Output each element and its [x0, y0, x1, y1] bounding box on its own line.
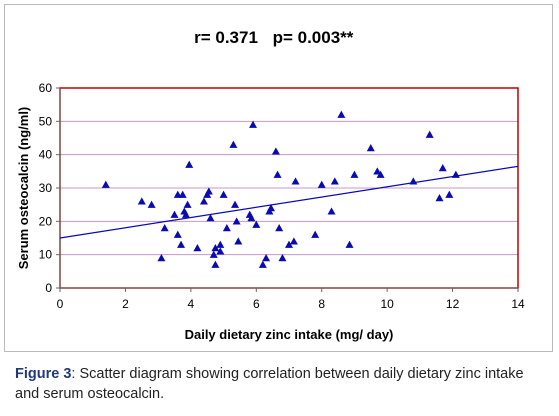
data-point — [435, 194, 444, 202]
data-point — [317, 180, 326, 188]
data-point — [275, 224, 284, 232]
y-axis-title: Serum osteocalcin (ng/ml) — [16, 107, 31, 270]
data-point — [216, 247, 225, 255]
data-point — [101, 180, 110, 188]
data-point — [231, 200, 240, 208]
data-point — [229, 140, 238, 148]
data-point — [178, 190, 187, 198]
x-tick-label: 12 — [446, 297, 460, 311]
y-tick-label: 10 — [39, 248, 53, 262]
data-point — [262, 254, 271, 262]
data-point — [285, 240, 293, 248]
data-point — [247, 214, 256, 222]
trendline — [59, 165, 519, 239]
data-point — [289, 237, 298, 245]
data-point — [234, 237, 243, 245]
data-point — [271, 147, 280, 155]
scatter-chart: 0 10 20 30 40 50 60 0 2 4 6 8 10 12 14 r= 0.371 p= 0.0… — [16, 28, 525, 342]
x-axis-title: Daily dietary zinc intake (mg/ day) — [185, 327, 394, 342]
x-tick-label: 0 — [57, 297, 64, 311]
y-tick-label: 60 — [39, 81, 53, 95]
data-point — [278, 254, 287, 262]
x-tick-label: 10 — [380, 297, 394, 311]
y-tick-label: 20 — [39, 214, 53, 228]
data-point — [204, 187, 213, 195]
data-point — [160, 224, 169, 232]
y-tick-label: 0 — [45, 281, 52, 295]
figure-caption: Figure 3: Scatter diagram showing correl… — [15, 364, 550, 404]
data-point — [267, 204, 276, 212]
data-point — [445, 190, 454, 198]
data-point — [373, 167, 382, 175]
data-point — [345, 240, 354, 248]
data-point — [337, 110, 346, 118]
y-tick-label: 30 — [39, 181, 53, 195]
data-point — [249, 120, 258, 128]
data-point — [327, 207, 336, 215]
x-tick-label: 14 — [511, 297, 525, 311]
gridlines — [60, 120, 518, 256]
x-tick-label: 6 — [253, 297, 260, 311]
annotation-r: r= 0.371 — [194, 28, 258, 47]
caption-colon: : — [71, 366, 76, 382]
data-point — [311, 230, 320, 238]
data-point — [216, 240, 225, 248]
data-point — [219, 190, 228, 198]
data-point — [222, 224, 231, 232]
data-point — [291, 177, 300, 185]
data-point — [376, 170, 385, 178]
y-tick-label: 50 — [39, 114, 53, 128]
x-tick-label: 4 — [188, 297, 195, 311]
data-point — [211, 244, 220, 252]
data-point — [206, 214, 215, 222]
data-point — [137, 197, 146, 205]
data-point — [425, 130, 434, 138]
data-point — [366, 144, 375, 152]
data-points — [101, 110, 460, 268]
caption-text: Scatter diagram showing correlation betw… — [15, 366, 524, 402]
x-tick-label: 2 — [122, 297, 129, 311]
data-point — [147, 200, 156, 208]
data-point — [438, 164, 447, 172]
y-tick-label: 40 — [39, 148, 53, 162]
data-point — [258, 260, 267, 268]
data-point — [193, 244, 202, 252]
data-point — [170, 210, 179, 218]
figure-frame — [4, 4, 553, 352]
caption-label: Figure 3 — [15, 366, 72, 382]
data-point — [252, 220, 261, 228]
data-point — [173, 230, 182, 238]
data-point — [211, 260, 220, 268]
data-point — [157, 254, 166, 262]
data-point — [185, 160, 194, 168]
data-point — [232, 217, 241, 225]
data-point — [183, 200, 192, 208]
data-point — [330, 177, 339, 185]
data-point — [350, 170, 359, 178]
axis-ticks: 0 10 20 30 40 50 60 0 2 4 6 8 10 12 14 — [39, 81, 525, 311]
data-point — [209, 250, 218, 258]
data-point — [273, 170, 282, 178]
x-tick-label: 8 — [318, 297, 325, 311]
data-point — [181, 210, 190, 218]
data-point — [177, 240, 186, 248]
data-point — [199, 197, 208, 205]
annotation-p: p= 0.003** — [273, 28, 354, 47]
